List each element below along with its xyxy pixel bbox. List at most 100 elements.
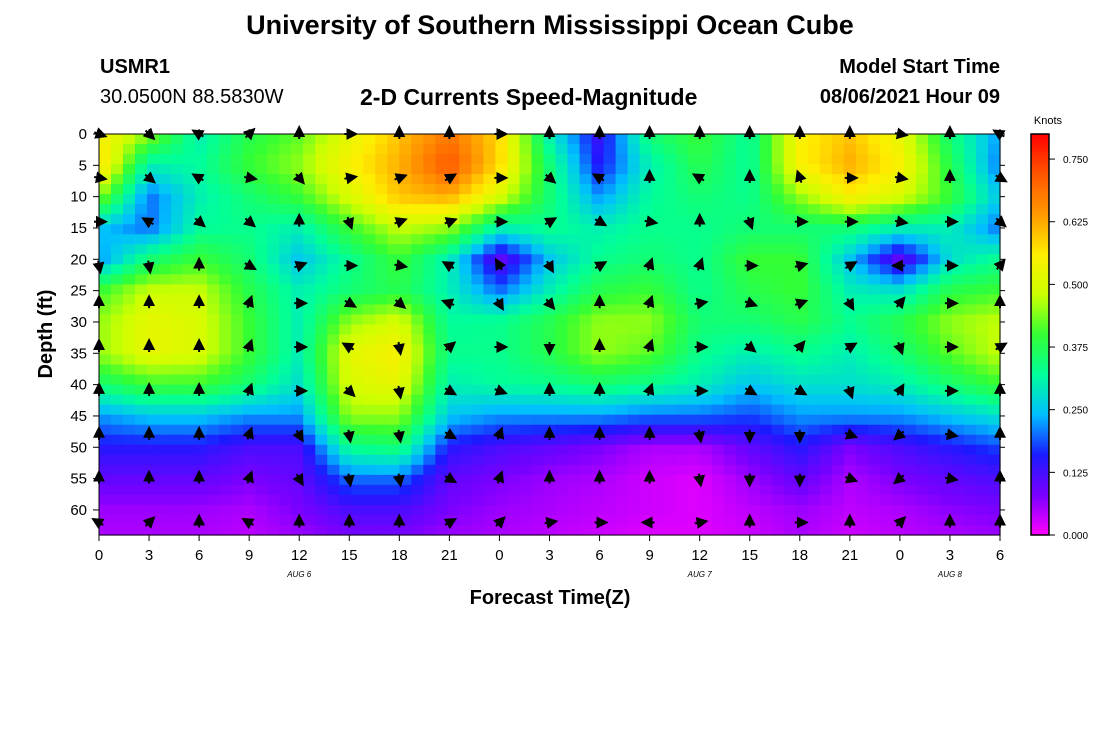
heatmap-cell	[183, 244, 196, 255]
heatmap-cell	[903, 424, 917, 436]
heatmap-cell	[903, 174, 917, 185]
heatmap-cell	[615, 314, 629, 326]
heatmap-cell	[387, 284, 400, 296]
heatmap-cell	[987, 284, 1001, 296]
heatmap-cell	[651, 434, 665, 446]
heatmap-cell	[483, 304, 497, 316]
heatmap-cell	[975, 184, 989, 195]
heatmap-cell	[207, 324, 220, 336]
heatmap-cell	[831, 454, 845, 466]
heatmap-cell	[423, 444, 436, 456]
heatmap-cell	[771, 324, 785, 336]
heatmap-cell	[771, 274, 785, 285]
heatmap-cell	[183, 354, 196, 366]
heatmap-cell	[171, 204, 184, 215]
heatmap-cell	[123, 174, 136, 185]
heatmap-cell	[711, 344, 725, 356]
heatmap-cell	[387, 274, 400, 285]
heatmap-cell	[207, 484, 220, 496]
heatmap-cell	[423, 234, 436, 245]
heatmap-cell	[759, 314, 773, 326]
heatmap-cell	[723, 234, 737, 245]
heatmap-cell	[519, 394, 533, 406]
heatmap-cell	[603, 454, 617, 466]
heatmap-cell	[279, 314, 292, 326]
heatmap-cell	[699, 504, 713, 516]
heatmap-cell	[735, 374, 749, 386]
heatmap-cell	[843, 334, 857, 346]
heatmap-cell	[723, 384, 737, 396]
heatmap-cell	[735, 274, 749, 285]
heatmap-cell	[759, 474, 773, 486]
heatmap-cell	[771, 514, 785, 526]
heatmap-cell	[663, 524, 677, 536]
heatmap-cell	[123, 454, 136, 466]
heatmap-cell	[531, 324, 545, 336]
heatmap-cell	[471, 394, 485, 406]
heatmap-cell	[471, 284, 485, 296]
heatmap-cell	[471, 314, 485, 326]
heatmap-cell	[435, 144, 448, 155]
y-tick-label: 35	[70, 345, 87, 362]
heatmap-cell	[351, 434, 364, 446]
heatmap-cell	[219, 404, 232, 416]
heatmap-cell	[663, 334, 677, 346]
heatmap-cell	[555, 424, 569, 436]
current-vector	[443, 384, 458, 396]
heatmap-cell	[459, 364, 473, 376]
heatmap-cell	[147, 184, 160, 195]
heatmap-cell	[327, 204, 340, 215]
heatmap-cell	[795, 464, 809, 476]
heatmap-cell	[591, 494, 605, 506]
heatmap-cell	[447, 504, 460, 516]
heatmap-cell	[351, 304, 364, 316]
heatmap-cell	[927, 214, 941, 225]
heatmap-cell	[759, 524, 773, 536]
heatmap-cell	[543, 414, 557, 426]
heatmap-cell	[687, 294, 701, 306]
heatmap-cell	[135, 334, 148, 346]
heatmap-cell	[807, 254, 821, 265]
heatmap-cell	[435, 404, 448, 416]
heatmap-cell	[555, 154, 569, 165]
heatmap-cell	[291, 354, 304, 366]
heatmap-cell	[879, 184, 893, 195]
heatmap-cell	[135, 244, 148, 255]
heatmap-cell	[915, 304, 929, 316]
heatmap-cell	[399, 464, 412, 476]
heatmap-cell	[219, 264, 232, 275]
heatmap-cell	[819, 294, 833, 306]
heatmap-cell	[279, 144, 292, 155]
heatmap-cell	[399, 364, 412, 376]
heatmap-cell	[195, 154, 208, 165]
heatmap-cell	[147, 404, 160, 416]
heatmap-cell	[543, 194, 557, 205]
heatmap-cell	[987, 134, 1001, 145]
heatmap-cell	[243, 484, 256, 496]
colorbar-tick-label: 0.375	[1063, 343, 1088, 354]
heatmap-cell	[207, 504, 220, 516]
heatmap-cell	[687, 344, 701, 356]
heatmap-cell	[627, 484, 641, 496]
heatmap-cell	[759, 284, 773, 296]
heatmap-cell	[123, 274, 136, 285]
heatmap-cell	[375, 404, 388, 416]
heatmap-cell	[843, 324, 857, 336]
heatmap-cell	[147, 154, 160, 165]
heatmap-cell	[195, 254, 208, 265]
heatmap-cell	[483, 284, 497, 296]
heatmap-cell	[363, 354, 376, 366]
heatmap-cell	[759, 334, 773, 346]
heatmap-cell	[627, 294, 641, 306]
heatmap-cell	[531, 314, 545, 326]
heatmap-cell	[951, 274, 965, 285]
heatmap-cell	[555, 244, 569, 255]
current-vector	[342, 216, 354, 231]
heatmap-cell	[327, 294, 340, 306]
x-axis-label: Forecast Time(Z)	[470, 587, 631, 609]
heatmap-cell	[939, 404, 953, 416]
heatmap-cell	[855, 354, 869, 366]
heatmap-cell	[507, 164, 521, 175]
heatmap-cell	[231, 204, 244, 215]
heatmap-cell	[111, 404, 124, 416]
